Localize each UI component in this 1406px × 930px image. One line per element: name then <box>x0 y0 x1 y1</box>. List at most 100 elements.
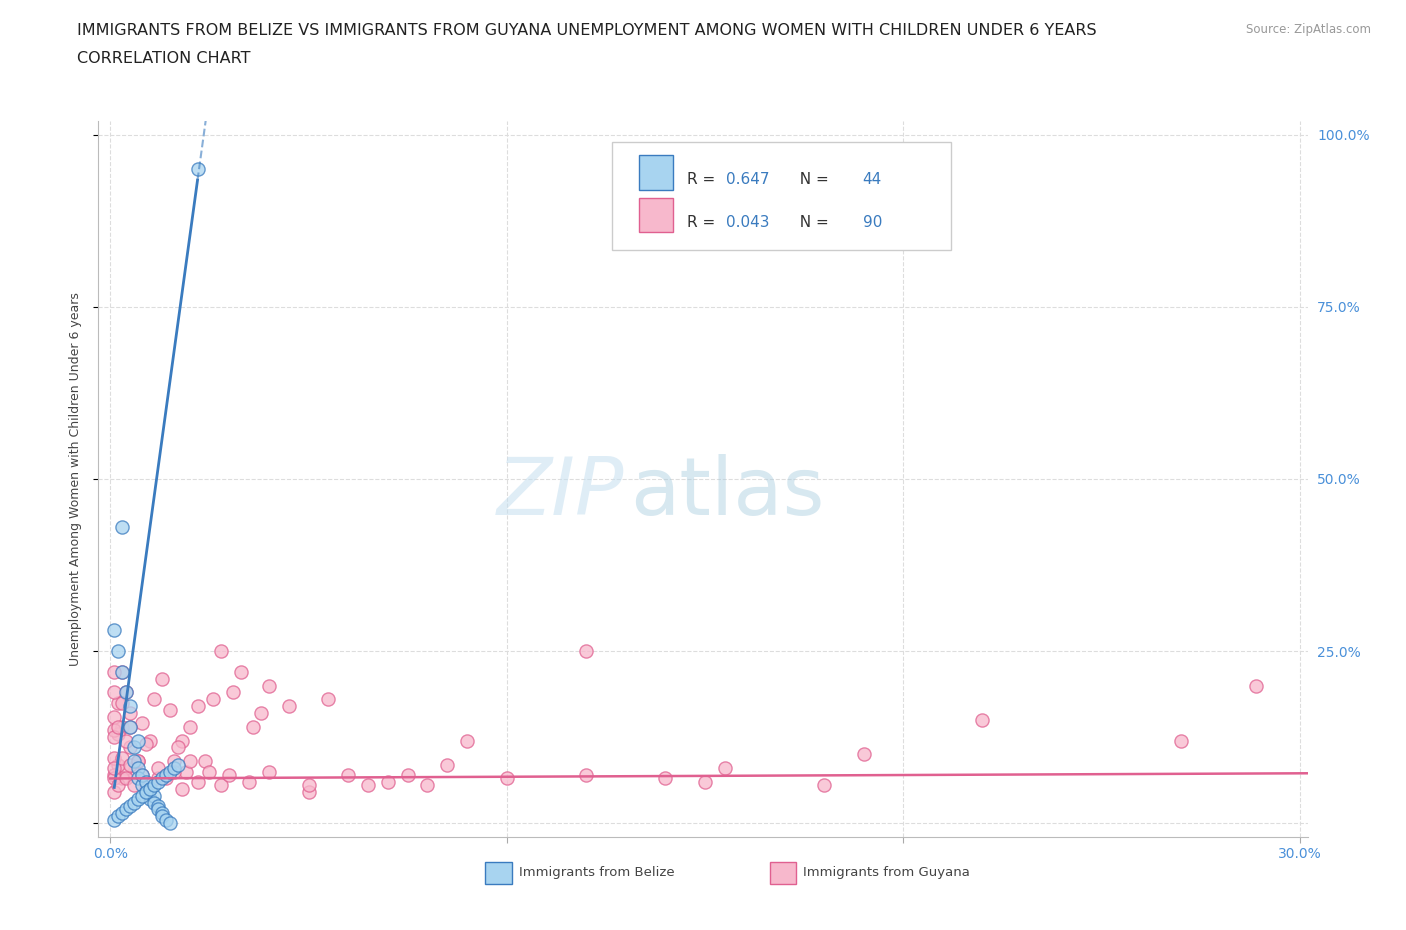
Point <box>103 771 125 786</box>
Point <box>120 740 142 755</box>
Point <box>166 757 188 772</box>
Point <box>103 623 125 638</box>
Text: IMMIGRANTS FROM BELIZE VS IMMIGRANTS FROM GUYANA UNEMPLOYMENT AMONG WOMEN WITH C: IMMIGRANTS FROM BELIZE VS IMMIGRANTS FRO… <box>77 23 1097 38</box>
Point <box>242 720 264 735</box>
Point <box>277 698 299 713</box>
Point <box>297 777 319 792</box>
Point <box>103 723 125 737</box>
Text: 44: 44 <box>863 172 882 187</box>
Point <box>495 771 517 786</box>
Point <box>107 720 129 735</box>
Point <box>218 767 240 782</box>
Point <box>150 771 173 786</box>
Point <box>131 777 153 792</box>
FancyBboxPatch shape <box>638 198 673 232</box>
Point <box>103 761 125 776</box>
Text: Source: ZipAtlas.com: Source: ZipAtlas.com <box>1246 23 1371 36</box>
Point <box>120 698 142 713</box>
Point <box>115 761 138 776</box>
Point <box>122 754 145 769</box>
Point <box>163 761 186 776</box>
Point <box>198 764 221 779</box>
Point <box>107 757 129 772</box>
Point <box>194 754 217 769</box>
Point <box>456 733 478 748</box>
Point <box>1170 733 1192 748</box>
Point <box>297 785 319 800</box>
Point <box>127 771 149 786</box>
Point <box>155 771 177 786</box>
Point <box>257 764 280 779</box>
Point <box>186 698 208 713</box>
Point <box>142 777 165 792</box>
Point <box>111 520 134 535</box>
Point <box>159 764 181 779</box>
Text: CORRELATION CHART: CORRELATION CHART <box>77 51 250 66</box>
Point <box>107 726 129 741</box>
Text: 90: 90 <box>863 215 882 230</box>
Point <box>131 716 153 731</box>
Point <box>135 785 157 800</box>
Point <box>257 678 280 693</box>
Text: Immigrants from Belize: Immigrants from Belize <box>519 867 675 879</box>
Y-axis label: Unemployment Among Women with Children Under 6 years: Unemployment Among Women with Children U… <box>69 292 82 666</box>
Point <box>135 737 157 751</box>
FancyBboxPatch shape <box>638 155 673 190</box>
FancyBboxPatch shape <box>485 862 512 883</box>
Point <box>131 789 153 804</box>
Point <box>714 761 737 776</box>
Point <box>107 809 129 824</box>
Point <box>127 733 149 748</box>
Point <box>150 805 173 820</box>
Point <box>813 777 835 792</box>
Point <box>163 754 186 769</box>
Point <box>131 767 153 782</box>
Point <box>135 785 157 800</box>
Point <box>127 791 149 806</box>
Point <box>416 777 439 792</box>
Point <box>115 802 138 817</box>
Point <box>163 764 186 779</box>
Point <box>337 767 360 782</box>
Point <box>186 162 208 177</box>
Point <box>396 767 419 782</box>
Text: R =: R = <box>688 215 720 230</box>
Text: N =: N = <box>790 172 834 187</box>
Point <box>170 733 193 748</box>
Point <box>127 761 149 776</box>
Point <box>120 706 142 721</box>
Point <box>111 751 134 765</box>
Point <box>103 751 125 765</box>
Point <box>122 740 145 755</box>
Point <box>120 720 142 735</box>
Point <box>139 781 162 796</box>
Point <box>852 747 875 762</box>
Point <box>174 764 197 779</box>
Point <box>142 795 165 810</box>
Point <box>179 754 201 769</box>
Point <box>972 712 994 727</box>
Point <box>1244 678 1267 693</box>
Point <box>139 777 162 792</box>
Point <box>111 771 134 786</box>
Point <box>170 781 193 796</box>
Text: N =: N = <box>790 215 834 230</box>
Point <box>155 767 177 782</box>
Point <box>146 799 169 814</box>
Point <box>111 664 134 679</box>
Point <box>250 706 273 721</box>
Point <box>107 696 129 711</box>
Point <box>357 777 380 792</box>
Point <box>120 720 142 735</box>
Point <box>146 802 169 817</box>
Point <box>103 785 125 800</box>
Point <box>186 775 208 790</box>
Text: atlas: atlas <box>630 454 825 532</box>
Point <box>202 692 225 707</box>
Point <box>127 754 149 769</box>
Point <box>142 692 165 707</box>
Point <box>131 767 153 782</box>
Point <box>318 692 340 707</box>
Point <box>127 754 149 769</box>
Point <box>146 761 169 776</box>
